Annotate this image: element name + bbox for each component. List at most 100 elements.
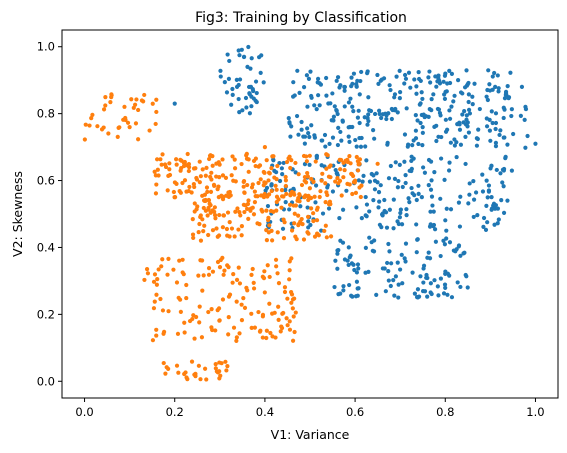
scatter-point-blue	[356, 108, 361, 113]
scatter-point-orange	[234, 277, 240, 283]
scatter-point-orange	[182, 320, 187, 325]
scatter-point-blue	[492, 70, 497, 76]
scatter-point-blue	[283, 200, 288, 205]
scatter-point-orange	[241, 184, 246, 189]
scatter-point-orange	[306, 231, 311, 236]
scatter-point-blue	[309, 95, 314, 100]
scatter-point-blue	[406, 196, 411, 201]
scatter-point-orange	[339, 193, 344, 198]
scatter-point-blue	[364, 158, 369, 163]
scatter-point-blue	[381, 76, 387, 81]
scatter-point-orange	[227, 292, 233, 297]
scatter-point-blue	[172, 101, 177, 106]
scatter-point-blue	[317, 103, 322, 108]
scatter-point-blue	[367, 209, 372, 214]
scatter-point-orange	[192, 336, 197, 341]
scatter-point-orange	[352, 178, 358, 183]
scatter-point-orange	[154, 97, 159, 102]
scatter-point-blue	[413, 136, 419, 141]
scatter-point-orange	[242, 305, 248, 310]
scatter-point-orange	[198, 213, 203, 218]
scatter-point-orange	[175, 331, 181, 336]
scatter-point-blue	[444, 89, 449, 94]
scatter-point-blue	[496, 89, 501, 94]
scatter-point-orange	[350, 191, 355, 197]
scatter-point-orange	[178, 157, 183, 163]
scatter-point-blue	[403, 180, 408, 186]
scatter-point-blue	[396, 178, 401, 184]
scatter-point-orange	[184, 295, 189, 301]
scatter-point-orange	[226, 194, 231, 199]
scatter-point-orange	[90, 112, 95, 117]
scatter-point-blue	[457, 122, 462, 127]
scatter-point-blue	[406, 70, 412, 75]
scatter-point-orange	[210, 154, 215, 159]
x-tick-label: 0.2	[166, 405, 184, 419]
scatter-point-orange	[198, 174, 203, 179]
scatter-point-blue	[533, 141, 538, 146]
scatter-point-orange	[207, 156, 212, 162]
scatter-point-blue	[509, 113, 514, 119]
scatter-point-blue	[443, 285, 448, 290]
scatter-point-blue	[404, 207, 409, 212]
scatter-point-blue	[435, 106, 440, 112]
scatter-point-orange	[153, 173, 158, 178]
scatter-point-orange	[186, 168, 191, 174]
scatter-point-orange	[230, 280, 235, 285]
scatter-point-orange	[174, 157, 179, 162]
scatter-point-orange	[150, 338, 156, 343]
scatter-point-orange	[257, 163, 263, 168]
scatter-point-orange	[313, 159, 318, 164]
scatter-point-orange	[239, 224, 244, 229]
scatter-point-blue	[386, 176, 392, 181]
scatter-point-blue	[332, 104, 337, 109]
scatter-point-orange	[181, 163, 187, 169]
scatter-point-orange	[323, 223, 328, 228]
scatter-point-blue	[239, 47, 244, 52]
scatter-point-blue	[481, 215, 487, 221]
scatter-point-blue	[396, 221, 401, 227]
scatter-point-blue	[389, 261, 394, 266]
scatter-point-orange	[285, 296, 290, 301]
scatter-point-blue	[415, 118, 420, 123]
scatter-point-orange	[309, 206, 314, 211]
y-tick-label: 1.0	[37, 40, 55, 54]
scatter-point-orange	[322, 228, 327, 234]
scatter-point-blue	[302, 134, 308, 139]
scatter-point-orange	[289, 292, 295, 297]
scatter-point-orange	[225, 210, 231, 215]
scatter-point-orange	[226, 265, 231, 270]
scatter-point-blue	[346, 262, 351, 268]
scatter-point-orange	[296, 196, 301, 201]
scatter-point-blue	[476, 127, 481, 132]
scatter-point-blue	[372, 187, 378, 192]
scatter-point-blue	[432, 170, 437, 175]
scatter-point-orange	[87, 123, 92, 128]
scatter-point-blue	[382, 197, 387, 203]
scatter-point-orange	[182, 330, 187, 335]
scatter-point-orange	[167, 167, 172, 172]
scatter-point-blue	[403, 173, 408, 178]
scatter-point-orange	[155, 167, 160, 172]
scatter-point-blue	[400, 184, 405, 190]
scatter-point-blue	[409, 154, 414, 159]
scatter-point-blue	[348, 96, 353, 101]
scatter-point-blue	[447, 240, 453, 245]
scatter-point-blue	[398, 210, 403, 216]
scatter-point-orange	[260, 335, 265, 340]
scatter-point-orange	[205, 189, 210, 194]
scatter-point-blue	[389, 116, 394, 122]
scatter-point-blue	[353, 137, 358, 143]
scatter-point-orange	[206, 309, 211, 315]
scatter-point-blue	[443, 117, 448, 122]
scatter-point-orange	[136, 107, 141, 113]
scatter-point-orange	[243, 203, 248, 208]
scatter-point-blue	[354, 279, 360, 284]
scatter-point-blue	[312, 103, 317, 108]
scatter-point-orange	[177, 258, 182, 263]
scatter-point-blue	[404, 106, 409, 111]
scatter-point-orange	[242, 190, 247, 195]
y-axis-label: V2: Skewness	[10, 171, 25, 257]
scatter-point-blue	[436, 134, 441, 139]
scatter-point-orange	[217, 369, 222, 374]
